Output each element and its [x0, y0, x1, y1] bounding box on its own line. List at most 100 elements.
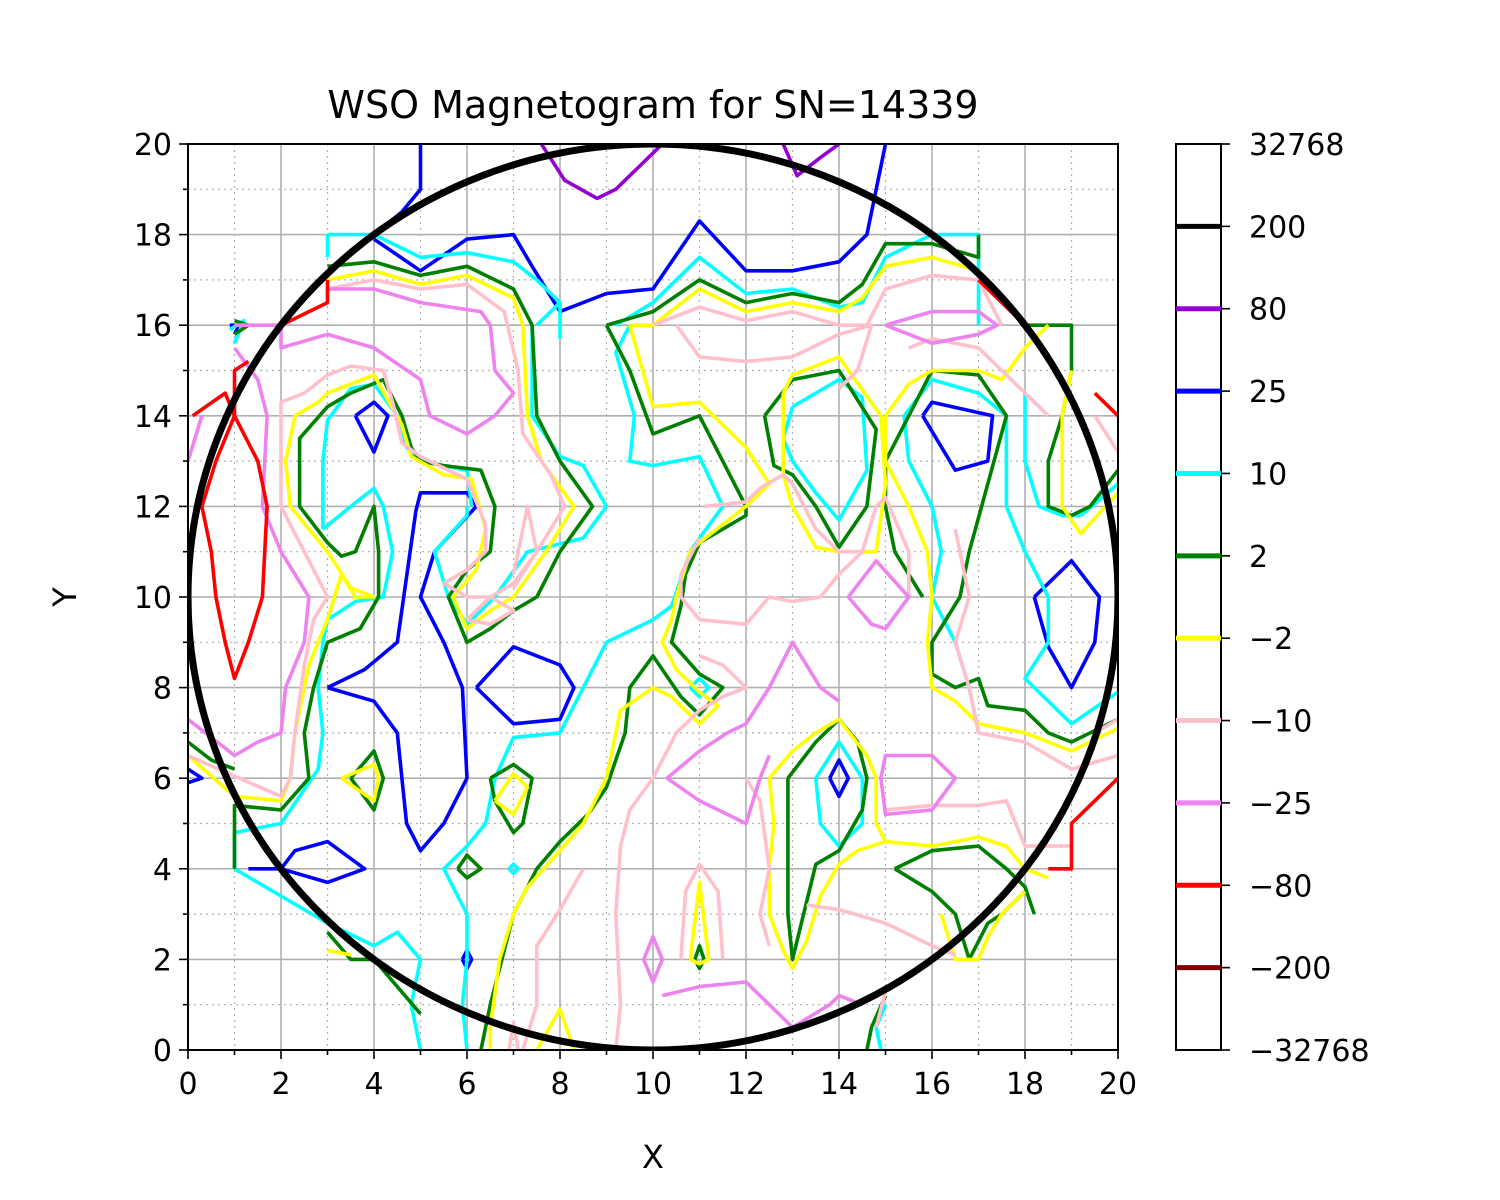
- colorbar-label: −10: [1249, 705, 1312, 740]
- colorbar-label: 10: [1249, 457, 1287, 492]
- contour-line: [921, 400, 995, 473]
- contour-line: [885, 798, 1072, 848]
- x-axis-ticks: 0 2 4 6 8 10 12 14 16 18 20: [178, 1050, 1137, 1102]
- contour-line: [188, 278, 567, 799]
- contour-line: [372, 144, 888, 314]
- contour-line: [679, 862, 725, 960]
- contour-line: [327, 948, 352, 957]
- contour-line: [767, 778, 887, 971]
- colorbar-label: 80: [1249, 293, 1287, 328]
- contour-line: [280, 279, 330, 327]
- contour-line: [781, 355, 888, 554]
- contour-line: [786, 717, 869, 962]
- y-tick-label: 2: [153, 943, 172, 978]
- contour-line: [327, 232, 562, 339]
- y-tick-label: 12: [134, 490, 172, 525]
- colorbar-label: −80: [1249, 869, 1312, 904]
- contour-line: [465, 595, 516, 627]
- x-tick-label: 8: [550, 1067, 569, 1102]
- contour-line: [488, 324, 772, 1050]
- x-tick-label: 16: [913, 1067, 951, 1102]
- x-tick-label: 12: [727, 1067, 765, 1102]
- contour-line: [511, 504, 539, 589]
- contour-line: [188, 415, 204, 462]
- x-tick-label: 10: [634, 1067, 672, 1102]
- contour-line: [1025, 323, 1118, 518]
- contour-line: [521, 867, 585, 1050]
- x-tick-label: 4: [364, 1067, 383, 1102]
- contour-line: [1093, 391, 1118, 418]
- colorbar-label: 200: [1249, 210, 1306, 245]
- contour-line: [1023, 393, 1081, 518]
- contour-line: [879, 753, 958, 817]
- contour-line: [456, 853, 483, 880]
- contour-line: [953, 528, 1118, 771]
- contour-line: [326, 490, 479, 853]
- contour-line: [326, 931, 422, 1015]
- y-tick-label: 10: [134, 581, 172, 616]
- contour-line: [629, 255, 981, 328]
- colorbar-frame: [1175, 143, 1222, 1051]
- contour-line: [674, 323, 874, 390]
- contour-line: [693, 943, 706, 971]
- x-axis-label: X: [642, 1138, 664, 1176]
- contour-line: [507, 862, 520, 876]
- contour-line: [767, 717, 1049, 880]
- colorbar-label: −2: [1249, 622, 1293, 657]
- contour-line: [233, 867, 423, 1050]
- colorbar-label: −200: [1249, 952, 1331, 987]
- contour-line: [340, 762, 381, 803]
- x-tick-label: 0: [178, 1067, 197, 1102]
- x-tick-label: 14: [820, 1067, 858, 1102]
- contour-line: [661, 980, 863, 1030]
- y-axis-ticks: 0 2 4 6 8 10 12 14 16 18 20: [134, 128, 188, 1069]
- contour-line: [884, 323, 1050, 417]
- contour-line: [907, 368, 1118, 744]
- contour-line: [828, 758, 851, 799]
- contour-line: [493, 771, 530, 817]
- contour-line: [902, 377, 1118, 726]
- y-tick-label: 4: [153, 853, 172, 888]
- contour-line: [781, 377, 869, 522]
- contour-line: [744, 777, 772, 947]
- contour-line: [874, 990, 888, 1028]
- contour-line: [642, 934, 665, 984]
- x-tick-label: 6: [457, 1067, 476, 1102]
- contour-line: [665, 640, 841, 780]
- contour-line: [613, 654, 748, 1050]
- chart-title: WSO Magnetogram for SN=14339: [327, 83, 978, 127]
- contour-line: [188, 740, 236, 771]
- x-tick-label: 2: [271, 1067, 290, 1102]
- y-tick-label: 18: [134, 219, 172, 254]
- contour-line: [232, 486, 395, 869]
- colorbar-label: −32768: [1249, 1034, 1370, 1069]
- contour-line: [1032, 558, 1102, 690]
- contour-line: [271, 287, 516, 436]
- colorbar-label: 32768: [1249, 128, 1344, 163]
- y-tick-label: 0: [153, 1034, 172, 1069]
- contour-line: [188, 767, 204, 785]
- contour-line: [474, 644, 576, 726]
- colorbar: 32768 200 80 25 10 2 −2 −10 −25 −80 −200 −32768: [1175, 128, 1370, 1069]
- contour-line: [883, 415, 1118, 753]
- contour-line: [1048, 776, 1118, 871]
- contour-line: [507, 1020, 520, 1050]
- contour-line: [883, 414, 925, 598]
- contour-line: [688, 676, 711, 699]
- contour-line: [188, 268, 576, 803]
- contour-line: [688, 880, 711, 966]
- contour-line: [535, 301, 562, 327]
- contour-line: [679, 537, 864, 627]
- colorbar-label: 25: [1249, 375, 1287, 410]
- contour-line: [188, 346, 311, 758]
- contour-line: [614, 232, 981, 327]
- contour-line: [806, 903, 956, 957]
- x-tick-label: 20: [1099, 1067, 1137, 1102]
- contour-line: [703, 472, 911, 597]
- contour-line: [441, 324, 725, 1050]
- y-tick-label: 16: [134, 309, 172, 344]
- contour-line: [846, 558, 911, 631]
- contour-line: [884, 309, 999, 346]
- colorbar-label: 2: [1249, 540, 1268, 575]
